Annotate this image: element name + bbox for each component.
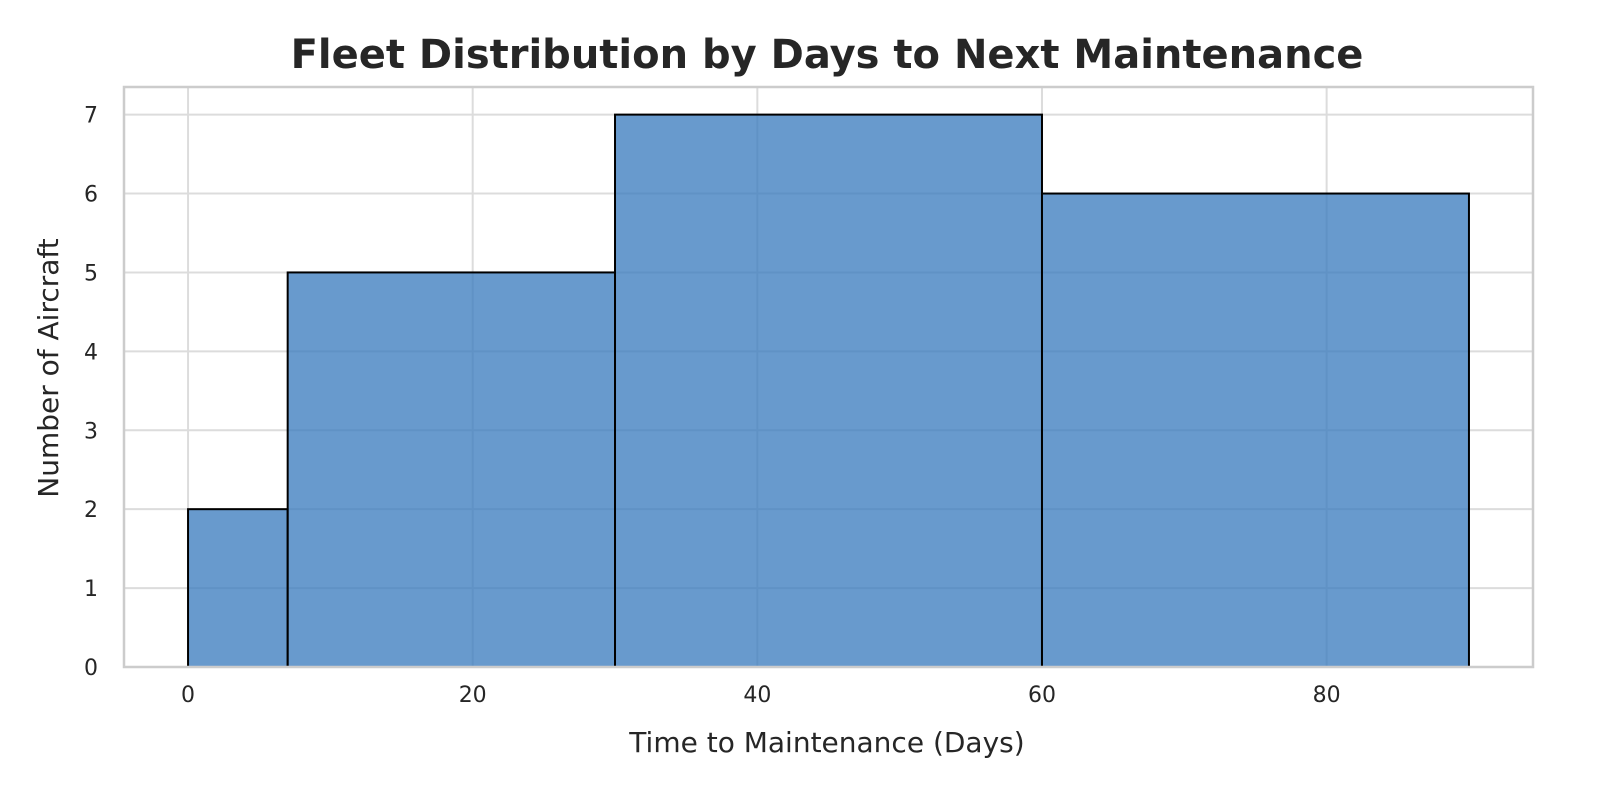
x-axis-ticks: 0 20 40 60 80 xyxy=(181,683,1341,708)
x-tick-label: 20 xyxy=(459,683,487,708)
histogram-bars xyxy=(187,113,1470,669)
x-tick-label: 40 xyxy=(743,683,771,708)
chart-title: Fleet Distribution by Days to Next Maint… xyxy=(291,32,1364,78)
x-axis-label: Time to Maintenance (Days) xyxy=(628,726,1024,759)
x-tick-label: 80 xyxy=(1313,683,1341,708)
x-tick-label: 60 xyxy=(1028,683,1056,708)
y-tick-label: 3 xyxy=(84,419,98,444)
x-tick-label: 0 xyxy=(181,683,195,708)
y-axis-ticks: 0 1 2 3 4 5 6 7 xyxy=(84,104,98,681)
histogram-bar xyxy=(286,271,617,668)
y-tick-label: 2 xyxy=(84,498,98,523)
histogram-bar xyxy=(187,508,289,669)
y-tick-label: 5 xyxy=(84,261,98,286)
y-tick-label: 7 xyxy=(84,104,98,129)
y-tick-label: 0 xyxy=(84,656,98,681)
histogram-bar xyxy=(614,113,1043,669)
plot-frame xyxy=(122,85,1535,669)
plot-border xyxy=(122,85,1535,669)
y-axis-label: Number of Aircraft xyxy=(32,238,65,498)
histogram-bar xyxy=(1040,192,1470,668)
y-tick-label: 4 xyxy=(84,340,98,365)
y-tick-label: 6 xyxy=(84,183,98,208)
y-tick-label: 1 xyxy=(84,577,98,602)
